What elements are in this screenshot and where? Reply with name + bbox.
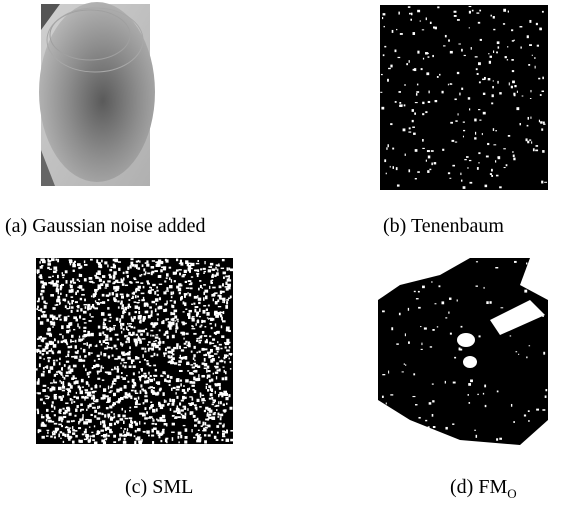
image-d xyxy=(378,258,548,450)
caption-d-main: (d) FM xyxy=(450,476,507,498)
caption-a: (a) Gaussian noise added xyxy=(5,215,206,237)
caption-b: (b) Tenenbaum xyxy=(383,215,504,237)
page: {"figure": {"panels": [ {"caption": "(a)… xyxy=(0,0,568,503)
image-b xyxy=(380,5,548,190)
figure: (a) Gaussian noise added (b) Tenenbaum (… xyxy=(0,0,568,503)
image-a xyxy=(39,2,155,186)
caption-d-subscript: O xyxy=(507,486,516,501)
caption-d: (d) FMO xyxy=(450,476,517,501)
caption-c: (c) SML xyxy=(125,476,193,498)
